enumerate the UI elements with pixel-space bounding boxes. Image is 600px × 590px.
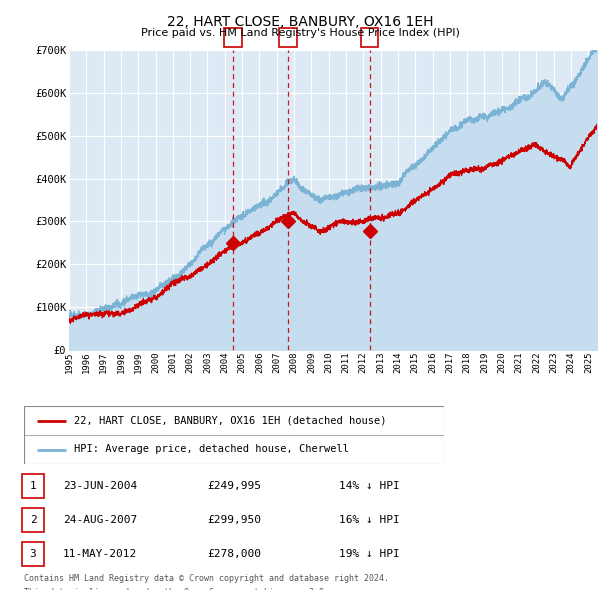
Text: £249,995: £249,995 (207, 481, 261, 491)
Text: 3: 3 (29, 549, 37, 559)
Text: 22, HART CLOSE, BANBURY, OX16 1EH (detached house): 22, HART CLOSE, BANBURY, OX16 1EH (detac… (74, 415, 387, 425)
Text: 19% ↓ HPI: 19% ↓ HPI (339, 549, 400, 559)
Text: 1: 1 (29, 481, 37, 491)
Text: This data is licensed under the Open Government Licence v3.0.: This data is licensed under the Open Gov… (24, 588, 329, 590)
Text: 24-AUG-2007: 24-AUG-2007 (63, 515, 137, 525)
FancyBboxPatch shape (24, 406, 444, 464)
FancyBboxPatch shape (280, 28, 296, 47)
FancyBboxPatch shape (224, 28, 242, 47)
Text: £278,000: £278,000 (207, 549, 261, 559)
Text: Contains HM Land Registry data © Crown copyright and database right 2024.: Contains HM Land Registry data © Crown c… (24, 574, 389, 583)
Text: 11-MAY-2012: 11-MAY-2012 (63, 549, 137, 559)
Text: 22, HART CLOSE, BANBURY, OX16 1EH: 22, HART CLOSE, BANBURY, OX16 1EH (167, 15, 433, 30)
FancyBboxPatch shape (22, 474, 44, 498)
Text: 14% ↓ HPI: 14% ↓ HPI (339, 481, 400, 491)
Text: 23-JUN-2004: 23-JUN-2004 (63, 481, 137, 491)
Text: 1: 1 (230, 32, 236, 42)
FancyBboxPatch shape (22, 542, 44, 566)
Text: HPI: Average price, detached house, Cherwell: HPI: Average price, detached house, Cher… (74, 444, 349, 454)
FancyBboxPatch shape (22, 508, 44, 532)
Text: 2: 2 (29, 515, 37, 525)
Text: Price paid vs. HM Land Registry's House Price Index (HPI): Price paid vs. HM Land Registry's House … (140, 28, 460, 38)
Text: 16% ↓ HPI: 16% ↓ HPI (339, 515, 400, 525)
Text: £299,950: £299,950 (207, 515, 261, 525)
FancyBboxPatch shape (361, 28, 378, 47)
Text: 2: 2 (284, 32, 292, 42)
Text: 3: 3 (366, 32, 373, 42)
